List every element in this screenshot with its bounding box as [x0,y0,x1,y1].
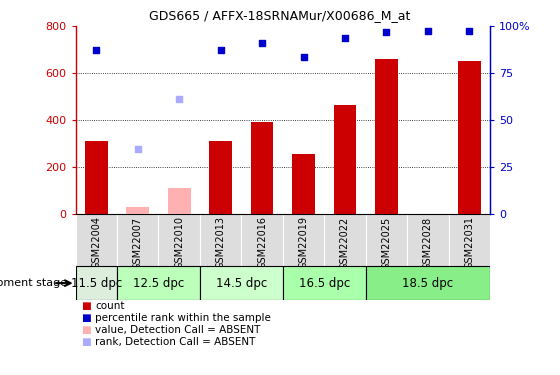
Bar [76,266,117,300]
Bar [334,105,356,214]
Bar [251,122,273,214]
Text: 12.5 dpc: 12.5 dpc [133,277,184,290]
Text: 11.5 dpc: 11.5 dpc [71,277,122,290]
Text: GSM22028: GSM22028 [423,216,433,270]
Point [299,54,308,60]
Bar [127,207,149,214]
Bar [449,214,490,266]
Text: 14.5 dpc: 14.5 dpc [216,277,267,290]
Text: GSM22016: GSM22016 [257,216,267,269]
Text: 16.5 dpc: 16.5 dpc [298,277,350,290]
Point [340,35,349,41]
Text: rank, Detection Call = ABSENT: rank, Detection Call = ABSENT [95,337,255,346]
Bar [209,141,232,214]
Text: GSM22013: GSM22013 [216,216,226,269]
Bar [117,266,200,300]
Bar [407,214,449,266]
Text: count: count [95,301,125,310]
Bar [241,214,283,266]
Point [133,146,142,152]
Text: percentile rank within the sample: percentile rank within the sample [95,313,271,322]
Point [423,28,432,34]
Point [175,96,184,102]
Bar [375,59,398,214]
Bar [85,141,108,214]
Bar [458,62,480,214]
Bar [158,214,200,266]
Text: development stage: development stage [0,278,67,288]
Text: GSM22007: GSM22007 [133,216,143,270]
Bar [200,214,241,266]
Bar [283,266,366,300]
Text: GSM22010: GSM22010 [174,216,184,269]
Text: 18.5 dpc: 18.5 dpc [402,277,454,290]
Bar [168,188,190,214]
Text: ■: ■ [81,325,91,334]
Text: GSM22025: GSM22025 [381,216,391,270]
Text: GSM22019: GSM22019 [298,216,309,269]
Text: GSM22031: GSM22031 [464,216,474,269]
Bar [117,214,158,266]
Bar [283,214,324,266]
Text: GSM22004: GSM22004 [91,216,101,269]
Bar [366,214,407,266]
Point [258,40,267,46]
Point [216,47,225,53]
Point [465,28,474,34]
Bar [324,214,366,266]
Text: ■: ■ [81,301,91,310]
Point [92,47,101,53]
Text: GSM22022: GSM22022 [340,216,350,270]
Bar [76,214,117,266]
Point [382,29,391,35]
Bar [366,266,490,300]
Bar [200,266,283,300]
Text: ■: ■ [81,337,91,346]
Text: value, Detection Call = ABSENT: value, Detection Call = ABSENT [95,325,260,334]
Bar [292,154,315,214]
Text: ■: ■ [81,313,91,322]
Text: GDS665 / AFFX-18SRNAMur/X00686_M_at: GDS665 / AFFX-18SRNAMur/X00686_M_at [150,9,410,22]
